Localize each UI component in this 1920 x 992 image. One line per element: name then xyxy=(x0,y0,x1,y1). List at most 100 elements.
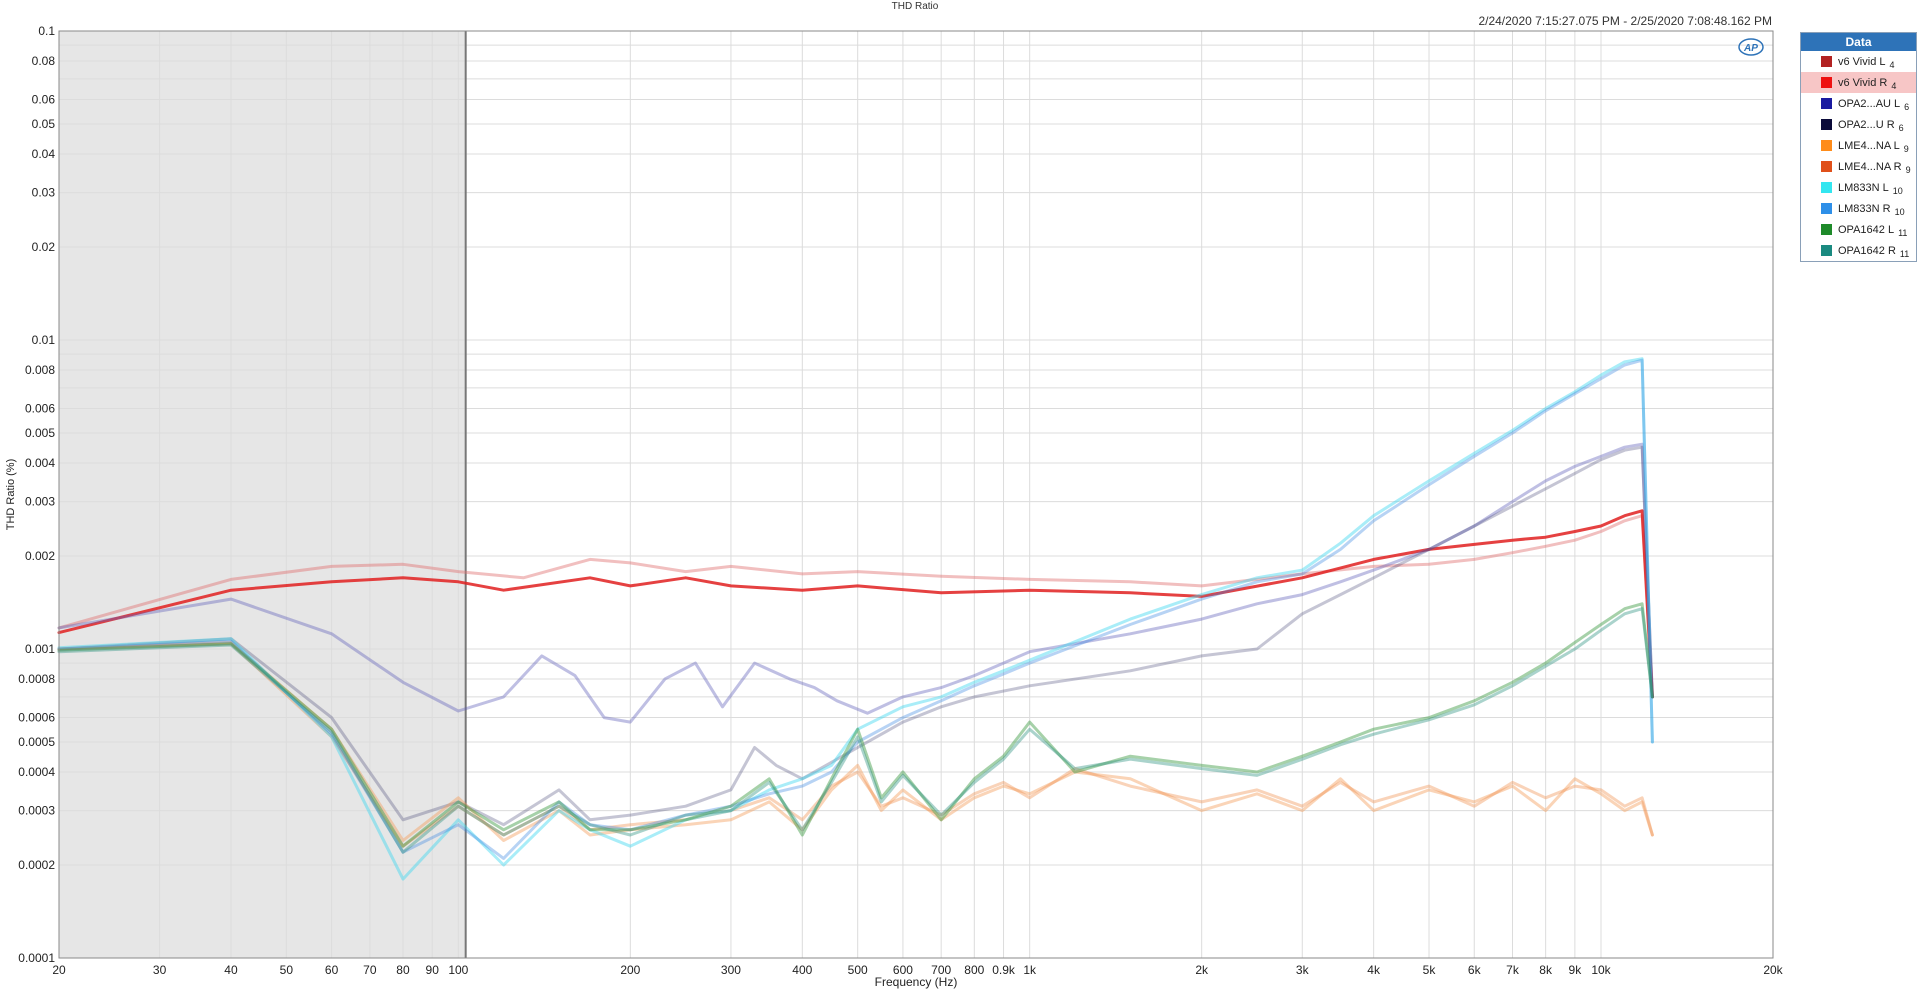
x-tick-label: 3k xyxy=(1296,963,1310,977)
x-tick-label: 5k xyxy=(1423,963,1437,977)
x-tick-label: 20 xyxy=(52,963,66,977)
series-line-6 xyxy=(57,357,1654,881)
legend-item-label: v6 Vivid L xyxy=(1838,55,1886,68)
legend-item-number: 11 xyxy=(1898,227,1908,238)
x-tick-label: 4k xyxy=(1367,963,1381,977)
y-tick-label: 0.08 xyxy=(32,54,56,68)
legend-item-number: 10 xyxy=(1892,185,1903,196)
y-tick-label: 0.0006 xyxy=(18,711,55,725)
y-tick-label: 0.0005 xyxy=(18,735,55,749)
x-tick-label: 30 xyxy=(153,963,167,977)
time-range-label: 2/24/2020 7:15:27.075 PM - 2/25/2020 7:0… xyxy=(1478,14,1772,28)
legend-item-number: 6 xyxy=(1904,101,1910,112)
x-tick-label: 7k xyxy=(1506,963,1520,977)
legend-item[interactable]: OPA1642 L 11 xyxy=(1801,219,1916,240)
legend-swatch xyxy=(1821,140,1832,151)
legend-item-label: LM833N L xyxy=(1838,181,1889,194)
x-tick-label: 800 xyxy=(964,963,984,977)
series-line-9 xyxy=(57,607,1654,854)
x-axis-label: Frequency (Hz) xyxy=(875,975,958,989)
y-tick-label: 0.02 xyxy=(32,240,56,254)
legend-swatch xyxy=(1821,161,1832,172)
y-tick-label: 0.0001 xyxy=(18,951,55,965)
y-tick-label: 0.01 xyxy=(32,333,56,347)
chart-plot[interactable]: 20 30 40 50 60 70 80 90 100 200 300 400 500 600 700 800… xyxy=(0,0,1790,992)
legend-item-label: v6 Vivid R xyxy=(1838,76,1888,89)
y-tick-label: 0.1 xyxy=(38,24,55,38)
legend-item[interactable]: OPA1642 R 11 xyxy=(1801,240,1916,261)
y-tick-label: 0.0002 xyxy=(18,858,55,872)
series-line-5 xyxy=(57,642,1654,848)
legend-item[interactable]: LM833N L 10 xyxy=(1801,177,1916,198)
y-tick-label: 0.003 xyxy=(25,495,55,509)
legend-item-label: LME4...NA R xyxy=(1838,160,1902,173)
x-tick-label: 10k xyxy=(1591,963,1611,977)
series-line-8 xyxy=(57,602,1654,848)
y-tick-label: 0.005 xyxy=(25,426,55,440)
x-tick-label: 700 xyxy=(931,963,951,977)
legend-item[interactable]: LM833N R 10 xyxy=(1801,198,1916,219)
y-tick-label: 0.0008 xyxy=(18,672,55,686)
y-tick-label: 0.006 xyxy=(25,402,55,416)
y-tick-label: 0.0003 xyxy=(18,804,55,818)
legend-item-label: LME4...NA L xyxy=(1838,139,1900,152)
y-tick-label: 0.002 xyxy=(25,549,55,563)
y-tick-label: 0.008 xyxy=(25,363,55,377)
legend-item-label: OPA2...AU L xyxy=(1838,97,1901,110)
x-tick-label: 60 xyxy=(325,963,339,977)
series-line-3 xyxy=(57,445,1654,827)
y-tick-label: 0.03 xyxy=(32,186,56,200)
series-line-4 xyxy=(57,641,1654,842)
legend-swatch xyxy=(1821,98,1832,109)
plot-border xyxy=(58,30,1774,959)
legend-item-number: 9 xyxy=(1903,143,1909,154)
legend-swatch xyxy=(1821,119,1832,130)
legend-swatch xyxy=(1821,77,1832,88)
legend-item-number: 10 xyxy=(1894,206,1905,217)
x-tick-label: 50 xyxy=(280,963,294,977)
x-tick-label: 8k xyxy=(1539,963,1553,977)
x-tick-label: 600 xyxy=(893,963,913,977)
legend-item-number: 6 xyxy=(1898,122,1904,133)
legend-item-number: 9 xyxy=(1905,164,1911,175)
series-line-1 xyxy=(57,509,1654,699)
series-line-0 xyxy=(57,514,1654,699)
x-tick-label: 6k xyxy=(1468,963,1482,977)
series-line-7 xyxy=(57,358,1654,860)
legend-swatch xyxy=(1821,245,1832,256)
legend-swatch xyxy=(1821,56,1832,67)
legend-item-number: 11 xyxy=(1899,248,1910,259)
x-tick-label: 9k xyxy=(1569,963,1583,977)
x-tick-label: 90 xyxy=(426,963,440,977)
y-tick-label: 0.05 xyxy=(32,117,56,131)
ap-logo-text: AP xyxy=(1743,43,1758,54)
shaded-region xyxy=(59,31,466,958)
x-tick-label: 40 xyxy=(224,963,238,977)
series-line-2 xyxy=(57,442,1654,724)
x-tick-label: 200 xyxy=(620,963,640,977)
legend-list: v6 Vivid L 4 v6 Vivid R 4 OPA2...AU L 6 OPA2..… xyxy=(1801,51,1916,261)
x-tick-label: 500 xyxy=(848,963,868,977)
x-tick-label: 70 xyxy=(363,963,377,977)
x-tick-label: 20k xyxy=(1763,963,1783,977)
legend-item-label: OPA2...U R xyxy=(1838,118,1895,131)
legend-item-label: OPA1642 R xyxy=(1838,244,1896,257)
legend-item-label: OPA1642 L xyxy=(1838,223,1895,236)
y-tick-label: 0.001 xyxy=(25,642,55,656)
x-tick-label: 300 xyxy=(721,963,741,977)
legend-swatch xyxy=(1821,203,1832,214)
legend-swatch xyxy=(1821,182,1832,193)
y-tick-label: 0.04 xyxy=(32,147,56,161)
y-tick-label: 0.06 xyxy=(32,93,56,107)
x-tick-label: 400 xyxy=(792,963,812,977)
legend-item-number: 4 xyxy=(1889,59,1895,70)
x-tick-label: 2k xyxy=(1195,963,1209,977)
legend-title: Data xyxy=(1801,33,1916,51)
